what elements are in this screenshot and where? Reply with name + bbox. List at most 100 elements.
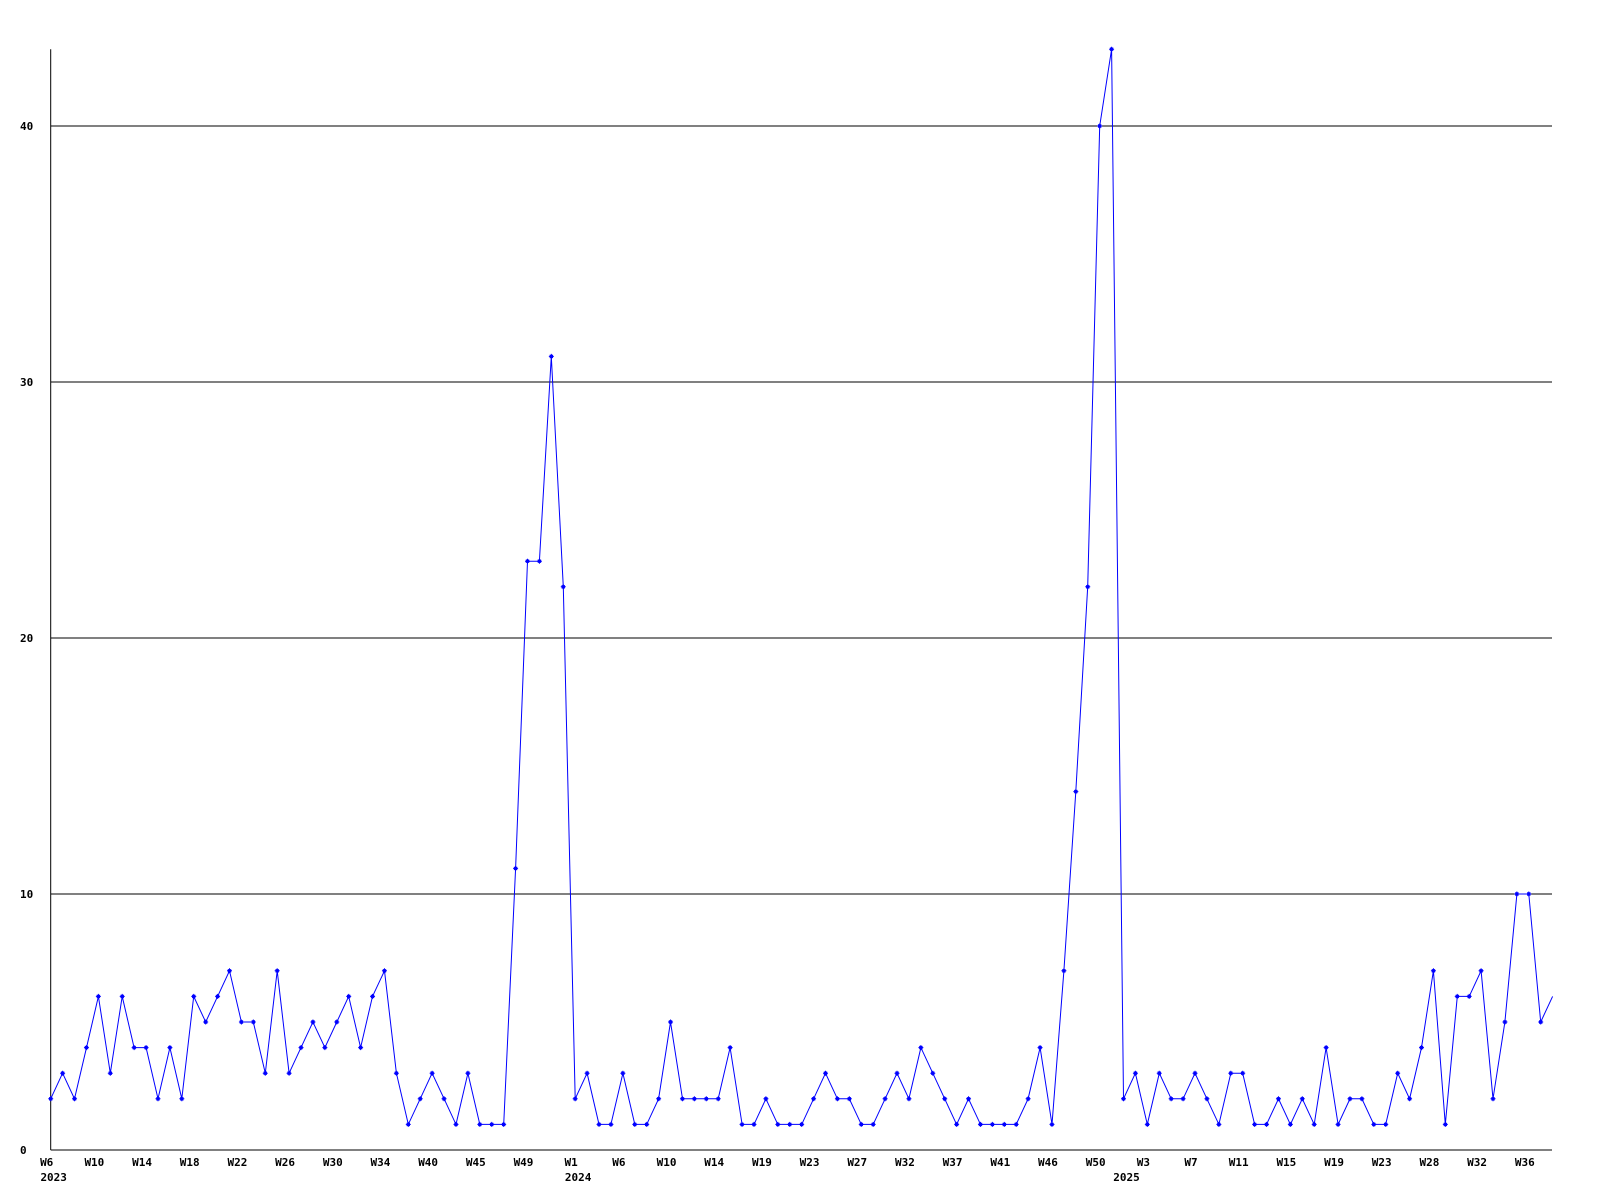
- data-point: [1192, 1070, 1198, 1076]
- x-tick-label: W28: [1419, 1156, 1439, 1169]
- x-tick-label: W19: [752, 1156, 772, 1169]
- year-label: 2025: [1113, 1171, 1140, 1184]
- x-tick-label: W49: [514, 1156, 534, 1169]
- x-tick-label: W10: [657, 1156, 677, 1169]
- data-point: [823, 1070, 828, 1076]
- data-point: [238, 1019, 244, 1025]
- data-point: [715, 1096, 721, 1102]
- data-point: [1109, 46, 1115, 52]
- data-point: [691, 1096, 697, 1102]
- data-point: [787, 1121, 793, 1127]
- data-point: [656, 1096, 662, 1102]
- data-point: [1466, 993, 1472, 999]
- data-point: [739, 1121, 745, 1127]
- data-point: [894, 1070, 900, 1076]
- y-tick-label: 40: [20, 120, 33, 133]
- data-point: [107, 1070, 113, 1076]
- data-point: [1168, 1096, 1174, 1102]
- data-point: [1514, 891, 1520, 897]
- data-point: [775, 1121, 781, 1127]
- data-point: [834, 1096, 840, 1102]
- data-point: [727, 1045, 733, 1051]
- data-point: [1001, 1121, 1007, 1127]
- data-point: [811, 1096, 817, 1102]
- x-tick-label: W23: [1372, 1156, 1392, 1169]
- data-point: [72, 1096, 78, 1102]
- x-tick-label: W37: [943, 1156, 963, 1169]
- data-point: [1037, 1045, 1043, 1051]
- data-point: [119, 993, 125, 999]
- x-tick-label: W1: [565, 1156, 579, 1169]
- x-tick-label: W46: [1038, 1156, 1058, 1169]
- x-tick-label: W11: [1229, 1156, 1249, 1169]
- data-point: [1264, 1121, 1270, 1127]
- data-point: [1132, 1070, 1138, 1076]
- data-point: [525, 558, 530, 564]
- data-point: [1097, 123, 1103, 129]
- x-tick-label: W18: [180, 1156, 200, 1169]
- data-point: [203, 1019, 209, 1025]
- x-tick-label: W41: [990, 1156, 1010, 1169]
- data-point: [83, 1045, 89, 1051]
- data-point: [548, 353, 554, 359]
- year-label: 2024: [565, 1171, 592, 1184]
- x-tick-label: W40: [418, 1156, 438, 1169]
- x-tick-label: W10: [84, 1156, 104, 1169]
- data-point: [1049, 1121, 1055, 1127]
- data-point: [918, 1045, 924, 1051]
- x-tick-label: W6: [612, 1156, 626, 1169]
- data-point: [191, 993, 197, 999]
- x-tick-label: W32: [1467, 1156, 1487, 1169]
- data-point: [1335, 1121, 1341, 1127]
- data-point: [858, 1121, 864, 1127]
- data-point: [620, 1070, 626, 1076]
- data-point: [1395, 1070, 1401, 1076]
- data-point: [703, 1096, 709, 1102]
- data-point: [906, 1096, 912, 1102]
- data-point: [679, 1096, 685, 1102]
- data-point: [346, 993, 352, 999]
- x-tick-label: W36: [1515, 1156, 1535, 1169]
- data-point: [1156, 1070, 1162, 1076]
- data-point: [930, 1070, 936, 1076]
- data-point: [393, 1070, 399, 1076]
- data-point: [322, 1045, 328, 1051]
- data-point: [1359, 1096, 1365, 1102]
- data-point: [1240, 1070, 1246, 1076]
- data-point: [1025, 1096, 1031, 1102]
- data-point: [60, 1070, 66, 1076]
- x-tick-label: W7: [1184, 1156, 1197, 1169]
- data-point: [310, 1019, 316, 1025]
- data-point: [846, 1096, 852, 1102]
- data-point: [358, 1045, 364, 1051]
- data-point: [489, 1121, 495, 1127]
- data-point: [298, 1045, 304, 1051]
- y-tick-label: 0: [20, 1144, 27, 1157]
- data-point: [1275, 1096, 1281, 1102]
- data-point: [1323, 1045, 1329, 1051]
- data-point: [465, 1070, 471, 1076]
- data-point: [966, 1096, 972, 1102]
- data-point: [95, 993, 101, 999]
- data-point: [477, 1121, 483, 1127]
- x-tick-label: W45: [466, 1156, 486, 1169]
- data-point: [48, 1096, 54, 1102]
- data-point: [977, 1121, 983, 1127]
- data-point: [751, 1121, 757, 1127]
- data-point: [1490, 1096, 1496, 1102]
- y-tick-label: 30: [20, 376, 33, 389]
- data-point: [942, 1096, 948, 1102]
- data-point: [1371, 1121, 1377, 1127]
- data-point: [1228, 1070, 1234, 1076]
- data-point: [501, 1121, 507, 1127]
- data-point: [1478, 968, 1484, 974]
- x-tick-label: W14: [132, 1156, 152, 1169]
- data-point: [1383, 1121, 1389, 1127]
- data-point: [1144, 1121, 1150, 1127]
- data-point: [1538, 1019, 1544, 1025]
- data-point: [167, 1045, 173, 1051]
- year-label: 2023: [40, 1171, 67, 1184]
- data-point: [215, 993, 221, 999]
- x-tick-label: W26: [275, 1156, 295, 1169]
